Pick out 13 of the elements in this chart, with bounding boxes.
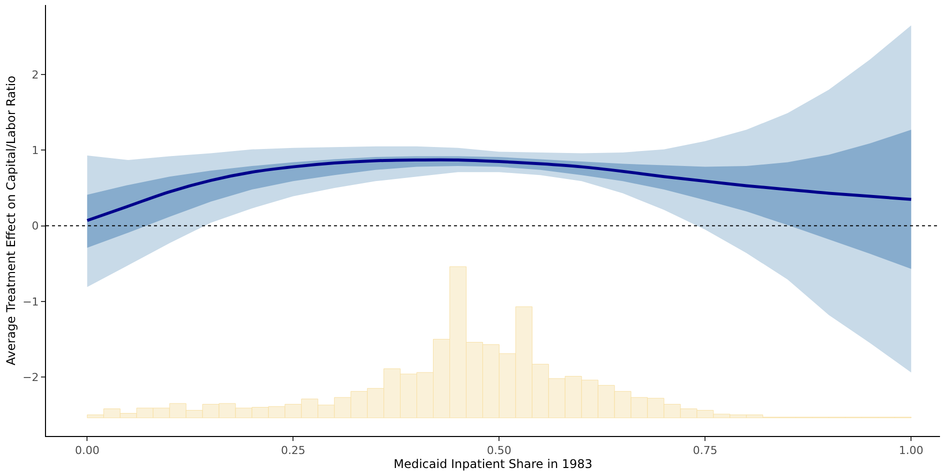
y-tick-label: −1 [22, 295, 39, 308]
y-tick-label: 2 [32, 68, 39, 82]
x-tick-label: 0.25 [280, 444, 306, 458]
x-axis-title: Medicaid Inpatient Share in 1983 [394, 457, 592, 471]
x-tick-label: 0.50 [486, 444, 512, 458]
line-series [86, 158, 913, 222]
y-axis-title: Average Treatment Effect on Capital/Labor Ratio [4, 76, 18, 366]
x-tick-label: 0.75 [692, 444, 718, 458]
y-tick-label: 0 [32, 220, 39, 233]
y-tick-label: 1 [32, 144, 39, 158]
y-tick-label: −2 [22, 370, 39, 384]
x-tick-label: 0.00 [74, 444, 100, 458]
x-tick-label: 1.00 [898, 444, 924, 458]
